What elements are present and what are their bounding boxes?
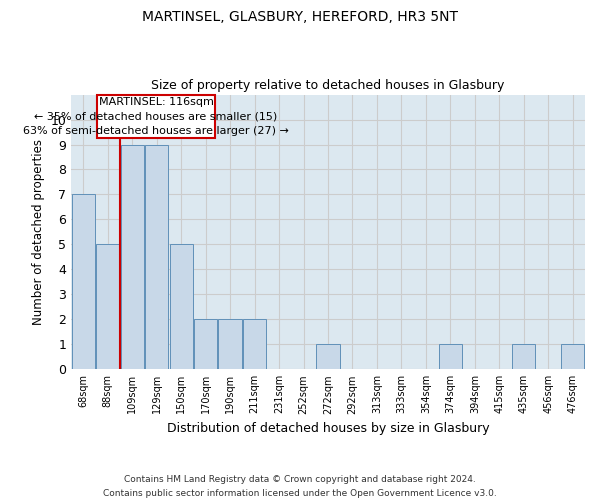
Bar — [243, 320, 266, 370]
Text: 63% of semi-detached houses are larger (27) →: 63% of semi-detached houses are larger (… — [23, 126, 289, 136]
Text: Contains HM Land Registry data © Crown copyright and database right 2024.
Contai: Contains HM Land Registry data © Crown c… — [103, 476, 497, 498]
Bar — [170, 244, 193, 370]
X-axis label: Distribution of detached houses by size in Glasbury: Distribution of detached houses by size … — [167, 422, 490, 435]
Y-axis label: Number of detached properties: Number of detached properties — [32, 139, 44, 325]
Bar — [316, 344, 340, 370]
Text: ← 35% of detached houses are smaller (15): ← 35% of detached houses are smaller (15… — [34, 112, 278, 122]
Bar — [218, 320, 242, 370]
Bar — [194, 320, 217, 370]
Bar — [145, 144, 168, 370]
Bar — [121, 144, 144, 370]
Bar — [96, 244, 119, 370]
Title: Size of property relative to detached houses in Glasbury: Size of property relative to detached ho… — [151, 79, 505, 92]
Bar — [439, 344, 462, 370]
Bar — [561, 344, 584, 370]
Text: MARTINSEL, GLASBURY, HEREFORD, HR3 5NT: MARTINSEL, GLASBURY, HEREFORD, HR3 5NT — [142, 10, 458, 24]
Bar — [71, 194, 95, 370]
Text: MARTINSEL: 116sqm: MARTINSEL: 116sqm — [98, 97, 214, 107]
FancyBboxPatch shape — [97, 94, 215, 138]
Bar — [512, 344, 535, 370]
